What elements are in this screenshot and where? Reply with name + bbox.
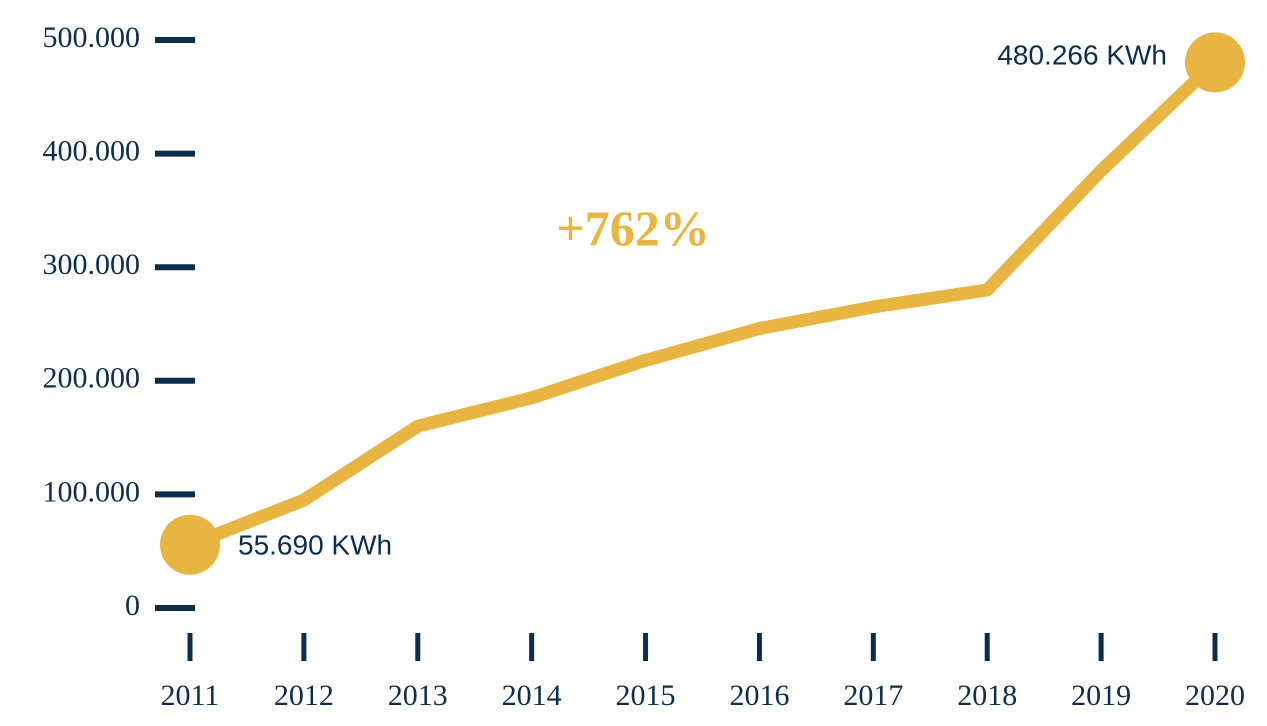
growth-callout: +762% xyxy=(556,200,710,256)
x-tick-label: 2013 xyxy=(388,679,448,712)
end-value-label: 480.266 KWh xyxy=(997,39,1167,70)
y-tick-label: 300.000 xyxy=(43,248,141,281)
x-tick-label: 2011 xyxy=(161,679,220,712)
x-tick-label: 2019 xyxy=(1071,679,1131,712)
start-value-label: 55.690 KWh xyxy=(238,530,392,561)
data-line xyxy=(190,62,1215,544)
y-tick-label: 100.000 xyxy=(43,475,141,508)
y-tick-label: 200.000 xyxy=(43,362,141,395)
x-tick-label: 2017 xyxy=(843,679,903,712)
x-tick-label: 2016 xyxy=(729,679,789,712)
x-tick-label: 2012 xyxy=(274,679,334,712)
y-tick-label: 500.000 xyxy=(43,21,141,54)
x-tick-label: 2014 xyxy=(502,679,562,712)
end-marker xyxy=(1185,32,1245,92)
x-axis: 2011 2012 2013 2014 2015 2016 2017 2018 2019 2020 xyxy=(161,633,1245,712)
y-tick-label: 0 xyxy=(125,589,140,622)
x-tick-label: 2015 xyxy=(616,679,676,712)
x-tick-label: 2020 xyxy=(1185,679,1245,712)
energy-growth-line-chart: 0 100.000 200.000 300.000 400.000 500.000 2011… xyxy=(0,0,1267,726)
start-marker xyxy=(160,515,220,575)
y-tick-label: 400.000 xyxy=(43,134,141,167)
x-tick-label: 2018 xyxy=(957,679,1017,712)
